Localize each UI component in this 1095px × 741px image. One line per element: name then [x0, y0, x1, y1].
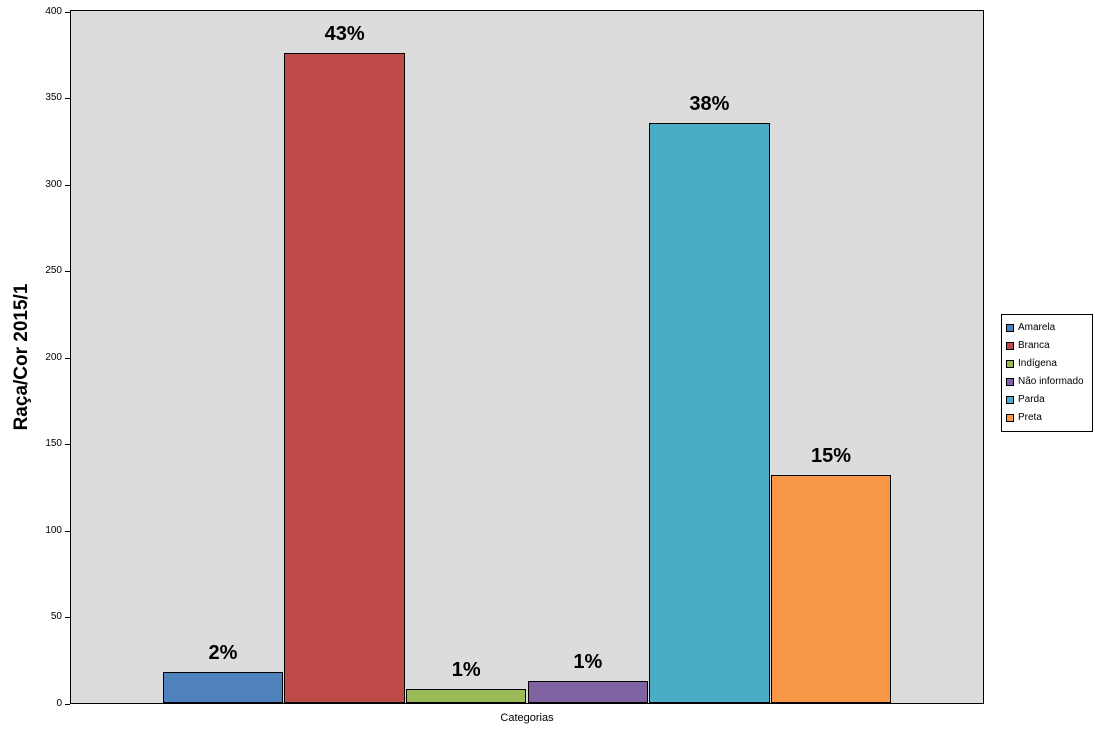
y-tick-mark [65, 184, 70, 186]
legend-swatch-amarela [1006, 324, 1014, 332]
legend-item-parda: Parda [1006, 395, 1088, 405]
y-tick-mark [65, 703, 70, 705]
y-tick-mark [65, 271, 70, 272]
legend-item-nao-informado: Não informado [1006, 377, 1088, 387]
legend-swatch-nao-informado [1006, 378, 1014, 386]
y-tick-label: 150 [45, 438, 62, 449]
y-tick-mark [65, 357, 70, 359]
legend-swatch-branca [1006, 342, 1014, 350]
legend-label-indigena: Indígena [1018, 358, 1057, 369]
bar-value-label-amarela: 2% [208, 641, 238, 664]
y-tick-label: 400 [45, 5, 62, 17]
bar-value-label-branca: 43% [324, 22, 365, 45]
y-tick-mark [65, 617, 70, 618]
legend-label-preta: Preta [1018, 412, 1042, 423]
y-tick-label: 350 [45, 92, 62, 103]
bar-value-label-preta: 15% [810, 444, 852, 467]
x-axis-title: Categorias [500, 712, 554, 724]
bar-branca [284, 52, 405, 703]
legend-label-amarela: Amarela [1018, 322, 1056, 333]
legend-swatch-indigena [1006, 360, 1014, 368]
legend-swatch-preta [1006, 414, 1014, 422]
bar-value-label-indigena: 1% [451, 659, 481, 682]
legend-label-branca: Branca [1018, 340, 1050, 351]
legend-swatch-parda [1006, 396, 1014, 404]
bar-nao-informado [527, 680, 649, 703]
legend-item-amarela: Amarela [1006, 323, 1088, 333]
y-tick-label: 250 [45, 265, 62, 276]
bar-value-label-nao-informado: 1% [573, 650, 603, 673]
legend-item-branca: Branca [1006, 341, 1088, 351]
y-tick-label: 100 [45, 524, 62, 536]
bar-indigena [405, 689, 527, 703]
plot-area: 2% 43% 1% 1% 38% 15% [70, 10, 984, 704]
y-tick-mark [65, 530, 70, 532]
bar-preta [770, 474, 892, 703]
legend-label-nao-informado: Não informado [1018, 376, 1084, 387]
bar-amarela [162, 671, 284, 703]
y-tick-label: 200 [45, 351, 62, 363]
legend-item-indigena: Indígena [1006, 359, 1088, 369]
y-tick-mark [65, 444, 70, 445]
y-tick-mark [65, 11, 70, 13]
bar-value-label-parda: 38% [689, 93, 730, 116]
y-tick-label: 50 [50, 611, 62, 622]
y-tick-label: 300 [45, 178, 62, 190]
legend-item-preta: Preta [1006, 413, 1088, 423]
legend: Amarela Branca Indígena Não informado Parda P… [1001, 314, 1093, 432]
legend-label-parda: Parda [1018, 394, 1045, 405]
bar-parda [649, 123, 770, 703]
y-tick-label: 0 [56, 697, 62, 709]
y-tick-mark [65, 98, 70, 99]
